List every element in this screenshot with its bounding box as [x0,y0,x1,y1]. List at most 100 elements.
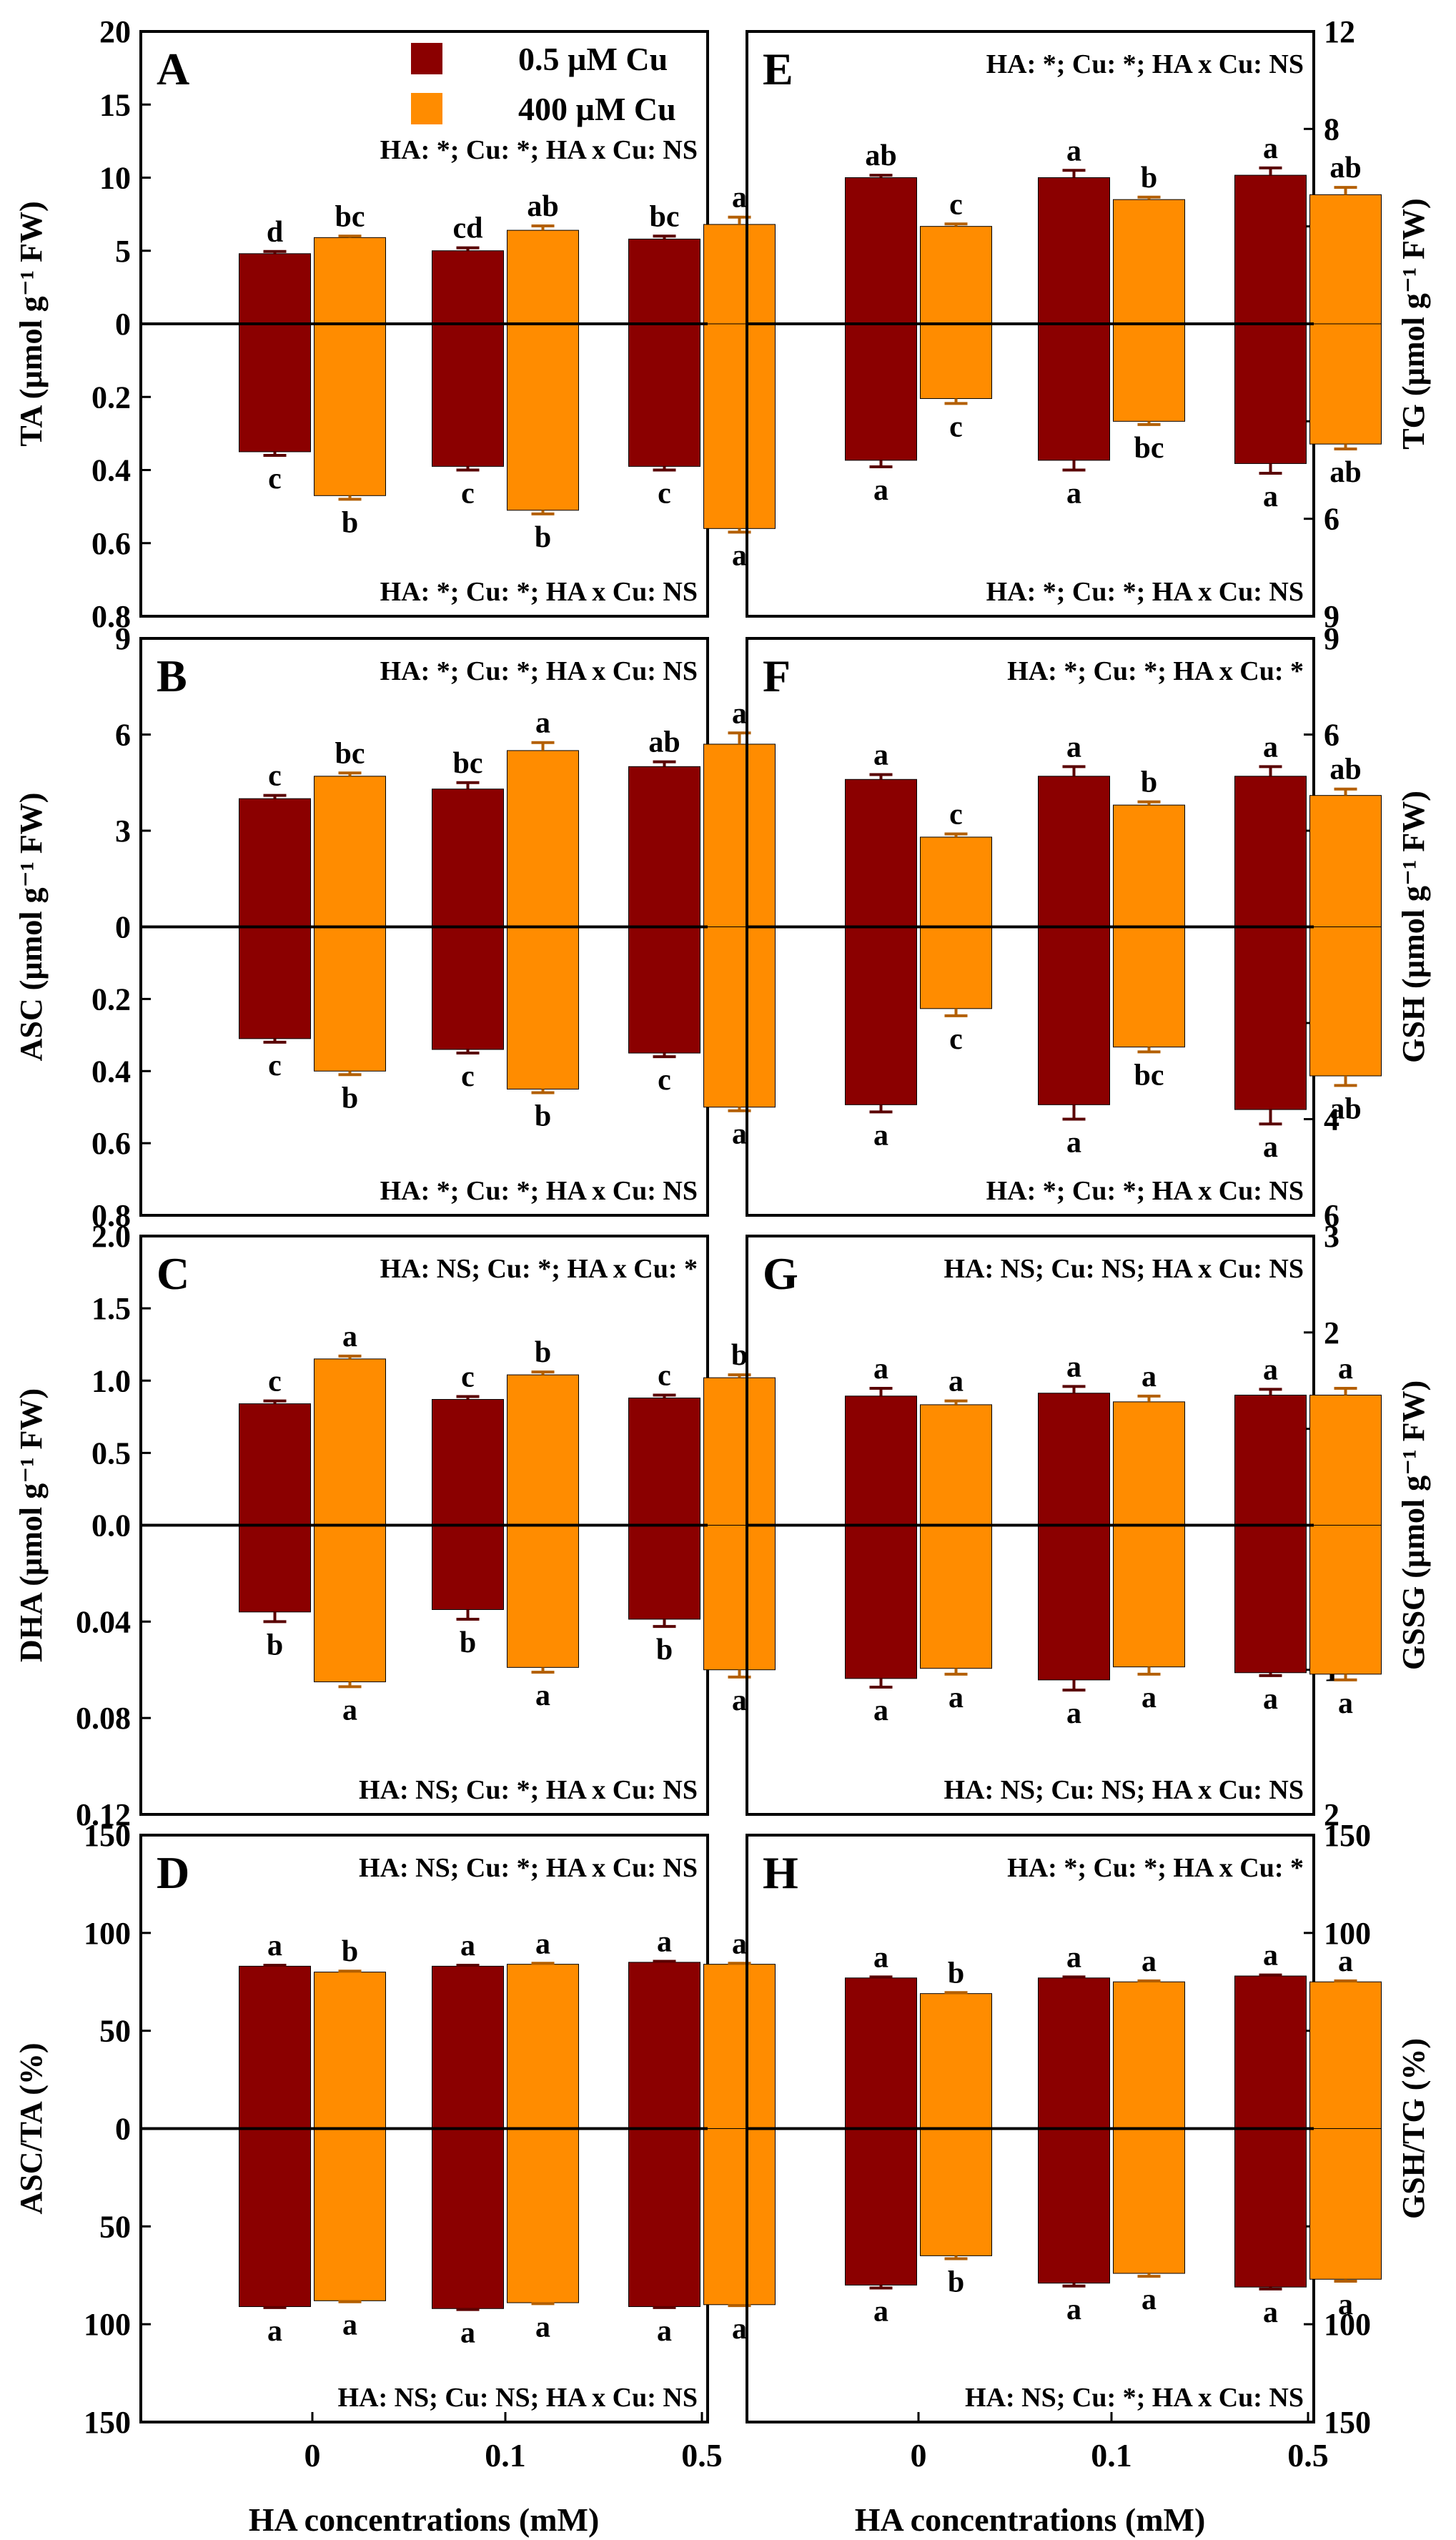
significance-letter: b [656,1634,673,1666]
significance-letter: b [535,521,551,554]
bar-bottom-low-cu [1234,1525,1307,1674]
bar-bottom-low-cu [432,1525,504,1610]
panel-b: 0 3 6 9 0.2 0.4 0.6 0.8 ASC (µmol g⁻¹ FW) B HA: *;… [14,621,776,1233]
bar-bottom-high-cu [1113,1525,1185,1668]
y-tick-label: 150 [1324,2405,1371,2440]
significance-letter: c [268,1049,282,1082]
y-tick-label: 150 [84,2405,131,2440]
significance-letter: a [1066,1697,1081,1730]
bar-top-low-cu [239,253,311,325]
significance-letter: a [1066,134,1081,167]
y-tick-label: 9 [1324,621,1339,656]
significance-letter: a [1066,1941,1081,1974]
panel-f: 0369246GSH (µmol g⁻¹ FW)FHA: *; Cu: *; H… [746,621,1431,1233]
stats-bottom: HA: *; Cu: *; HA x Cu: NS [380,1176,698,1206]
bar-top-high-cu [703,1377,776,1526]
panel-letter: H [763,1847,798,1898]
significance-letter: b [731,1339,748,1372]
significance-letter: a [1263,132,1278,165]
significance-letter: bc [335,737,365,770]
significance-letter: a [535,707,550,740]
bar-top-low-cu [1038,1393,1110,1526]
significance-letter: a [732,182,747,214]
bar-top-low-cu [1234,1394,1307,1526]
legend-label: 0.5 µM Cu [518,41,668,77]
y-tick-label: 0.8 [91,1198,131,1233]
significance-letter: ab [527,190,558,223]
bar-top-high-cu [703,743,776,927]
significance-letter: a [873,1119,888,1152]
bar-top-high-cu [920,1993,992,2129]
bar-top-high-cu [1309,1981,1382,2129]
panel-letter: C [157,1248,189,1299]
panel-a: 0 5 10 15 20 0.2 0.4 0.6 0.8 TA (µmol g⁻¹ FW) A HA:… [14,14,776,634]
bar-bottom-high-cu [1309,926,1382,1077]
significance-letter: c [949,188,963,221]
bar-top-low-cu [1234,174,1307,325]
significance-letter: a [732,2313,747,2346]
significance-letter: a [732,1118,747,1151]
y-tick-label: 0.12 [76,1797,131,1832]
bar-bottom-high-cu [1113,926,1185,1048]
significance-letter: a [1263,1131,1278,1164]
y-tick-label: 100 [84,1916,131,1951]
bar-bottom-low-cu [1038,926,1110,1105]
significance-letter: ab [1329,1092,1361,1125]
significance-letter: a [1141,1360,1157,1393]
bar-top-high-cu [314,776,386,927]
significance-letter: c [658,1064,671,1097]
panel-letter: F [763,651,791,701]
significance-letter: d [267,216,283,249]
significance-letter: a [342,1694,357,1726]
significance-letter: b [948,2265,964,2298]
significance-letter: cd [453,212,483,245]
significance-letter: ab [865,139,896,172]
bar-top-high-cu [314,1358,386,1526]
stats-bottom: HA: NS; Cu: *; HA x Cu: NS [965,2383,1304,2413]
stats-bottom: HA: NS; Cu: *; HA x Cu: NS [359,1775,698,1805]
y-tick-label: 9 [115,621,131,656]
y-tick-label: 0.6 [91,526,131,561]
bar-top-low-cu [1234,1975,1307,2130]
significance-letter: bc [1134,432,1164,465]
y-tick-label: 0.6 [91,1126,131,1161]
legend-swatch [411,93,442,124]
y-axis-label: GSH (µmol g⁻¹ FW) [1396,791,1431,1063]
bar-bottom-high-cu [920,1525,992,1669]
significance-letter: a [873,474,888,507]
significance-letter: a [460,1929,475,1962]
significance-letter: a [1338,1945,1353,1978]
y-tick-label: 2 [1324,1315,1339,1350]
bar-top-low-cu [432,789,504,928]
bar-top-high-cu [1113,1981,1185,2129]
significance-letter: bc [650,200,680,233]
y-tick-label: 150 [1324,1818,1371,1853]
bar-top-low-cu [628,1398,700,1526]
y-axis-label: DHA (µmol g⁻¹ FW) [14,1388,49,1662]
significance-letter: a [1338,1353,1353,1385]
significance-letter: a [1066,478,1081,510]
bar-bottom-low-cu [628,1525,700,1620]
panel-letter: D [157,1847,189,1898]
bar-top-low-cu [1038,1977,1110,2129]
significance-letter: a [873,1694,888,1727]
bar-top-low-cu [432,250,504,325]
bar-top-low-cu [239,798,311,927]
significance-letter: a [873,1353,888,1385]
y-tick-label: 0 [115,307,131,342]
y-axis-label: TA (µmol g⁻¹ FW) [14,201,49,446]
y-tick-label: 0.2 [91,982,131,1017]
significance-letter: a [1263,1683,1278,1716]
bar-top-low-cu [239,1403,311,1526]
significance-letter: a [1141,2283,1157,2316]
panel-g: 012312GSSG (µmol g⁻¹ FW)GHA: NS; Cu: NS;… [746,1219,1431,1832]
bar-bottom-low-cu [239,926,311,1039]
significance-letter: a [342,2309,357,2342]
bar-bottom-high-cu [920,323,992,400]
bar-bottom-low-cu [628,323,700,467]
y-tick-label: 150 [84,1818,131,1853]
bar-bottom-high-cu [314,1525,386,1683]
y-tick-label: 0.8 [91,599,131,634]
y-tick-label: 0.2 [91,380,131,415]
bar-bottom-low-cu [1038,2128,1110,2284]
